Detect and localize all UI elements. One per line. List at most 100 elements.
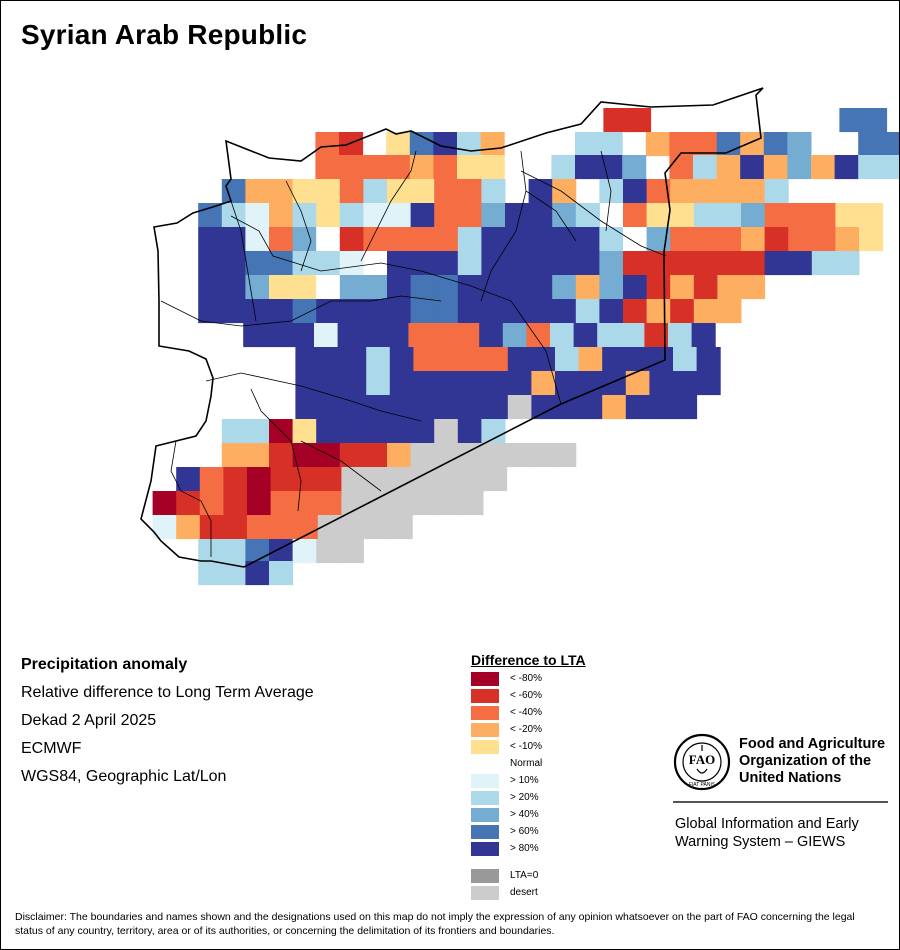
info-line-2: Dekad 2 April 2025	[21, 712, 157, 729]
anomaly-cell	[387, 419, 412, 444]
anomaly-cell	[575, 155, 600, 180]
anomaly-cell	[597, 323, 622, 348]
anomaly-cell	[649, 347, 674, 372]
anomaly-cell	[623, 299, 648, 324]
map-title: Syrian Arab Republic	[21, 19, 308, 50]
anomaly-cell	[339, 419, 364, 444]
legend-swatch	[471, 723, 499, 737]
legend-label: < -80%	[510, 673, 542, 684]
legend-swatch	[471, 791, 499, 805]
anomaly-cell	[484, 347, 509, 372]
anomaly-cell	[670, 299, 695, 324]
anomaly-cell	[457, 227, 482, 252]
giews-name: Global Information and Early Warning Sys…	[675, 816, 859, 850]
map-info: Precipitation anomaly Relative differenc…	[21, 656, 314, 796]
anomaly-cell	[859, 227, 884, 252]
anomaly-cell	[434, 299, 459, 324]
anomaly-cell	[788, 203, 813, 228]
anomaly-cell	[788, 227, 813, 252]
legend-title: Difference to LTA	[471, 652, 586, 668]
anomaly-cell	[434, 227, 459, 252]
anomaly-cell	[575, 227, 600, 252]
anomaly-cell	[575, 275, 600, 300]
anomaly-cell	[505, 443, 530, 468]
anomaly-cell	[388, 515, 413, 540]
province-border	[230, 215, 562, 405]
legend-label: < -60%	[510, 690, 542, 701]
anomaly-cell	[434, 419, 459, 444]
anomaly-cell	[835, 251, 860, 276]
legend-label: > 60%	[510, 826, 539, 837]
anomaly-cell	[645, 132, 670, 157]
info-title: Precipitation anomaly	[21, 656, 188, 673]
anomaly-cell	[646, 203, 671, 228]
anomaly-cell	[788, 251, 813, 276]
anomaly-cell	[881, 155, 899, 180]
anomaly-cell	[717, 227, 742, 252]
anomaly-cell	[270, 515, 295, 540]
anomaly-cell	[741, 275, 766, 300]
anomaly-cell	[413, 395, 438, 420]
anomaly-cell	[859, 203, 884, 228]
anomaly-cell	[270, 467, 295, 492]
anomaly-cell	[387, 443, 412, 468]
anomaly-cell	[247, 467, 272, 492]
anomaly-cell	[245, 203, 270, 228]
anomaly-cell	[693, 227, 718, 252]
anomaly-cell	[387, 299, 412, 324]
anomaly-cell	[245, 443, 270, 468]
legend-swatch	[471, 672, 499, 686]
anomaly-cell	[199, 491, 224, 516]
anomaly-cell	[294, 491, 319, 516]
anomaly-cell	[457, 299, 482, 324]
anomaly-cell	[696, 347, 721, 372]
anomaly-cell	[623, 227, 648, 252]
anomaly-cell	[552, 227, 577, 252]
anomaly-cell	[717, 203, 742, 228]
anomaly-cell	[460, 395, 485, 420]
anomaly-cell	[292, 539, 317, 564]
anomaly-cell	[455, 323, 480, 348]
anomaly-cell	[316, 299, 341, 324]
anomaly-cell	[292, 227, 317, 252]
anomaly-cell	[339, 443, 364, 468]
anomaly-cell	[696, 371, 721, 396]
anomaly-cell	[811, 155, 836, 180]
anomaly-cell	[623, 275, 648, 300]
anomaly-cell	[528, 299, 553, 324]
province-border	[525, 190, 577, 242]
legend-label: > 10%	[510, 775, 539, 786]
anomaly-cell	[481, 275, 506, 300]
anomaly-cell	[389, 371, 414, 396]
anomaly-cell	[717, 251, 742, 276]
anomaly-cell	[410, 275, 435, 300]
anomaly-cell	[457, 132, 482, 157]
anomaly-cell	[342, 347, 367, 372]
anomaly-cell	[528, 203, 553, 228]
anomaly-cell	[649, 371, 674, 396]
anomaly-cell	[673, 371, 698, 396]
anomaly-cell	[649, 395, 674, 420]
province-border	[300, 440, 382, 492]
anomaly-cell	[668, 323, 693, 348]
anomaly-cell	[646, 251, 671, 276]
anomaly-cell	[295, 371, 320, 396]
anomaly-cell	[625, 395, 650, 420]
anomaly-cell	[269, 275, 294, 300]
anomaly-cell	[314, 323, 339, 348]
anomaly-cell	[575, 203, 600, 228]
anomaly-cell	[670, 275, 695, 300]
anomaly-cell	[435, 467, 460, 492]
anomaly-cell	[316, 275, 341, 300]
province-border	[285, 180, 312, 272]
anomaly-cell	[764, 227, 789, 252]
anomaly-cell	[339, 275, 364, 300]
anomaly-cell	[811, 227, 836, 252]
anomaly-cell	[531, 371, 556, 396]
legend-swatch	[471, 740, 499, 754]
anomaly-cell	[578, 347, 603, 372]
emblem-motto: FIAT PANIS	[689, 782, 716, 788]
anomaly-cell	[434, 251, 459, 276]
fao-emblem-icon: FAO FIAT PANIS	[673, 733, 731, 791]
